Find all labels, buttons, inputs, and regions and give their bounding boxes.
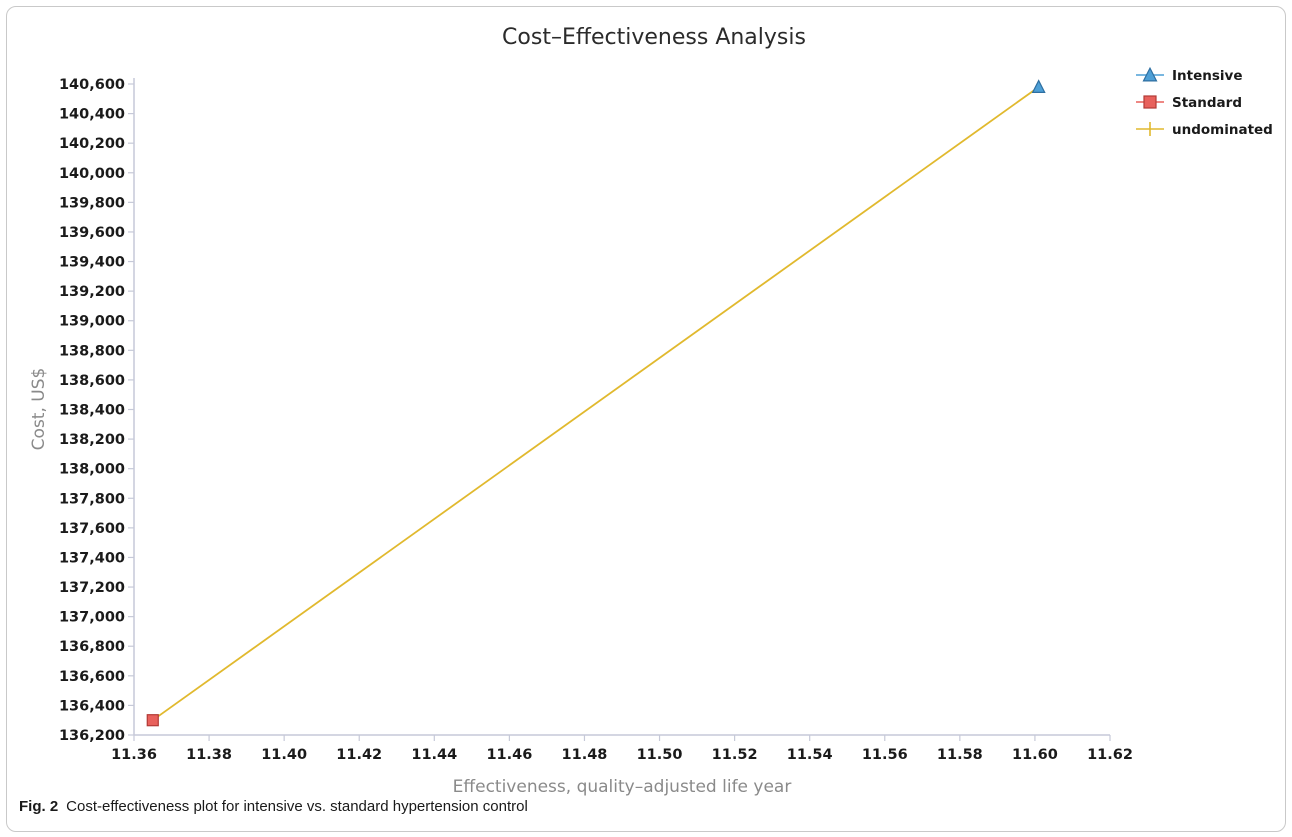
y-tick-label: 138,600 (59, 373, 125, 389)
series-line-undominated (152, 86, 1040, 721)
y-tick-label: 139,000 (59, 314, 125, 330)
x-tick-label: 11.60 (1012, 747, 1058, 763)
y-tick-label: 140,600 (59, 77, 125, 93)
x-tick-label: 11.46 (486, 747, 532, 763)
y-tick-label: 136,800 (59, 639, 125, 655)
legend-label-undominated: undominated (1172, 122, 1273, 138)
point-intensive (1031, 79, 1046, 93)
y-tick-label: 140,200 (59, 136, 125, 152)
y-tick-label: 136,600 (59, 669, 125, 685)
caption-text: Cost-effectiveness plot for intensive vs… (66, 798, 528, 815)
x-tick-label: 11.40 (261, 747, 307, 763)
caption-label: Fig. 2 (19, 798, 59, 815)
point-standard (146, 714, 159, 727)
x-tick-label: 11.62 (1087, 747, 1133, 763)
plot-area (146, 79, 1046, 727)
y-tick-label: 138,000 (59, 462, 125, 478)
y-tick-label: 138,200 (59, 432, 125, 448)
y-tick-label: 140,000 (59, 166, 125, 182)
x-tick-label: 11.44 (411, 747, 457, 763)
x-axis-label: Effectiveness, quality–adjusted life yea… (453, 777, 792, 797)
y-tick-label: 136,400 (59, 698, 125, 714)
y-axis-label: Cost, US$ (29, 368, 49, 451)
axes: 136,200 136,400 136,600 136,800 137,000 137,2… (59, 77, 1133, 763)
y-tick-label: 137,000 (59, 610, 125, 626)
legend-marker-intensive (1142, 66, 1158, 82)
figure-frame (6, 6, 1286, 832)
legend: Intensive Standard undominated (1136, 66, 1273, 138)
x-tick-label: 11.58 (937, 747, 983, 763)
y-tick-label: 137,800 (59, 491, 125, 507)
y-tick-label: 139,400 (59, 255, 125, 271)
y-tick-label: 137,200 (59, 580, 125, 596)
figure-caption: Fig. 2 Cost-effectiveness plot for intens… (19, 798, 528, 815)
y-tick-label: 137,600 (59, 521, 125, 537)
y-tick-label: 140,400 (59, 107, 125, 123)
x-tick-label: 11.42 (336, 747, 382, 763)
y-tick-label: 138,400 (59, 403, 125, 419)
y-tick-label: 138,800 (59, 343, 125, 359)
legend-marker-standard (1143, 95, 1157, 109)
y-tick-label: 139,800 (59, 195, 125, 211)
y-tick-label: 137,400 (59, 550, 125, 566)
y-tick-label: 136,200 (59, 728, 125, 744)
x-tick-label: 11.52 (712, 747, 758, 763)
x-tick-label: 11.36 (111, 747, 157, 763)
chart-title: Cost–Effectiveness Analysis (502, 25, 806, 50)
y-tick-label: 139,600 (59, 225, 125, 241)
x-tick-label: 11.54 (787, 747, 833, 763)
y-tick-label: 139,200 (59, 284, 125, 300)
x-tick-label: 11.38 (186, 747, 232, 763)
legend-label-standard: Standard (1172, 95, 1242, 111)
x-tick-label: 11.56 (862, 747, 908, 763)
x-tick-label: 11.50 (637, 747, 683, 763)
legend-label-intensive: Intensive (1172, 68, 1242, 84)
x-tick-label: 11.48 (562, 747, 608, 763)
